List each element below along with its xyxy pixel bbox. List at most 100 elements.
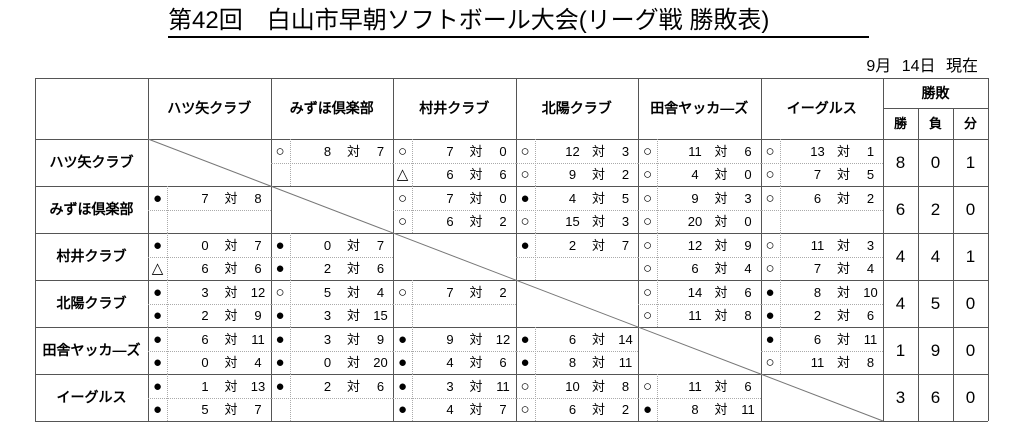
game-separator (270, 256, 393, 258)
column-border (918, 108, 919, 421)
game-separator (638, 162, 761, 164)
record-draws: 1 (965, 247, 976, 266)
result-loss-icon: ● (642, 401, 653, 418)
vs-label: 対 (346, 308, 360, 323)
score-against: 8 (744, 308, 752, 323)
score-for: 8 (568, 355, 577, 370)
score-for: 9 (691, 190, 699, 206)
score-against: 6 (254, 261, 262, 276)
score-against: 9 (376, 331, 385, 347)
symbol-separator (167, 374, 168, 421)
vs-label: 対 (714, 378, 728, 394)
score-against: 4 (866, 261, 875, 276)
vs-label: 対 (836, 167, 850, 182)
result-loss-icon: ● (152, 189, 163, 207)
result-win-icon: ○ (275, 283, 285, 301)
result-loss-icon: ● (397, 401, 408, 418)
row-header-1: ハツ矢クラブ (49, 154, 134, 170)
result-loss-icon: ● (765, 330, 775, 348)
result-loss-icon: ● (152, 354, 163, 371)
symbol-separator (657, 186, 658, 233)
symbol-separator (534, 327, 536, 374)
score-for: 8 (323, 143, 332, 159)
result-win-icon: ○ (642, 142, 653, 160)
record-draws: 1 (965, 153, 976, 172)
score-for: 11 (688, 308, 702, 323)
score-against: 12 (250, 284, 266, 300)
score-against: 11 (251, 331, 265, 347)
symbol-separator (167, 280, 168, 327)
score-against: 6 (376, 261, 385, 276)
score-for: 2 (201, 308, 209, 323)
score-for: 1 (201, 378, 209, 394)
result-loss-icon: ● (520, 354, 530, 371)
score-for: 12 (565, 143, 580, 159)
symbol-separator (779, 280, 781, 327)
score-against: 4 (744, 261, 752, 276)
game-separator (515, 209, 638, 211)
result-loss-icon: ● (765, 307, 775, 324)
result-loss-icon: ● (520, 330, 530, 348)
game-separator (148, 397, 271, 399)
record-draws: 0 (965, 341, 976, 360)
result-loss-icon: ● (275, 354, 285, 371)
game-separator (148, 256, 271, 258)
result-win-icon: ○ (397, 213, 408, 230)
column-header-2: みずほ倶楽部 (289, 100, 374, 116)
vs-label: 対 (469, 143, 483, 159)
vs-label: 対 (714, 308, 728, 323)
game-separator (515, 350, 638, 352)
score-against: 7 (499, 402, 507, 417)
score-against: 20 (373, 355, 388, 370)
symbol-separator (167, 186, 168, 233)
score-against: 9 (254, 308, 262, 323)
result-loss-icon: ● (520, 236, 530, 254)
result-loss-icon: ● (397, 354, 408, 371)
record-wins: 1 (895, 341, 906, 360)
vs-label: 対 (836, 237, 850, 253)
vs-label: 対 (591, 190, 605, 206)
score-against: 3 (621, 143, 630, 159)
symbol-separator (412, 139, 413, 186)
column-border (883, 78, 884, 421)
vs-label: 対 (346, 143, 360, 159)
score-for: 8 (691, 402, 699, 417)
symbol-separator (779, 233, 781, 280)
result-loss-icon: ● (275, 236, 285, 254)
score-against: 14 (618, 331, 633, 347)
result-win-icon: ○ (520, 166, 530, 183)
score-for: 0 (323, 237, 332, 253)
vs-label: 対 (714, 143, 728, 159)
score-for: 6 (446, 214, 454, 229)
score-for: 6 (446, 167, 454, 182)
score-for: 0 (201, 237, 209, 253)
score-against: 7 (254, 237, 262, 253)
game-separator (270, 303, 393, 305)
table-border (35, 78, 36, 421)
score-against: 10 (863, 284, 878, 300)
score-against: 4 (376, 284, 385, 300)
score-for: 10 (565, 378, 580, 394)
result-win-icon: ○ (397, 283, 408, 301)
score-for: 11 (810, 355, 825, 370)
score-for: 12 (687, 237, 703, 253)
result-win-icon: ○ (642, 213, 653, 230)
game-separator (148, 209, 271, 211)
result-loss-icon: ● (152, 401, 163, 418)
score-against: 13 (250, 378, 266, 394)
vs-label: 対 (714, 402, 728, 417)
vs-label: 対 (591, 402, 605, 417)
score-against: 0 (744, 167, 752, 182)
record-header-loss: 負 (928, 116, 942, 131)
score-for: 13 (810, 143, 825, 159)
game-separator (148, 350, 271, 352)
vs-label: 対 (469, 378, 483, 394)
score-against: 6 (866, 308, 875, 323)
score-against: 1 (866, 143, 875, 159)
score-against: 11 (496, 378, 510, 394)
result-win-icon: ○ (520, 142, 530, 160)
vs-label: 対 (224, 355, 238, 370)
symbol-separator (657, 280, 658, 327)
result-win-icon: ○ (397, 189, 408, 207)
